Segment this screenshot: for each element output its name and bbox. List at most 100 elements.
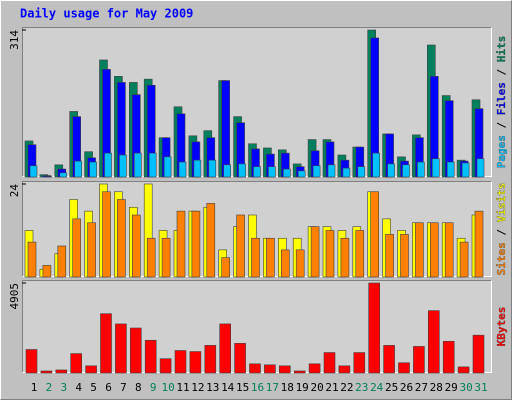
bar [415,222,424,278]
x-tick-label: 19 [296,381,309,394]
bar [234,343,246,374]
x-tick-label: 18 [281,381,294,394]
x-tick-label: 7 [120,381,127,394]
legend-entry: Visits [495,183,508,223]
x-tick-label: 25 [385,381,398,394]
bar [100,313,112,374]
bar [115,323,127,374]
bar [295,249,305,278]
bar [130,327,142,374]
bar [429,222,439,278]
bar [372,152,381,178]
bar [206,203,216,278]
bar [74,160,82,178]
bar [193,159,202,178]
plot-bevel [22,27,492,177]
bar [266,237,275,278]
bar [132,214,141,278]
bar [59,172,68,178]
bar [102,191,111,278]
bar [221,80,230,178]
y-tick-label: 4905 [8,283,21,310]
bar [353,352,366,374]
bar [119,154,127,178]
bar [474,210,484,278]
legend-separator: / [495,115,508,135]
bar [427,310,440,374]
x-tick-label: 27 [415,381,428,394]
bar [398,362,410,374]
bar [278,365,291,374]
x-tick-label: 26 [400,381,413,394]
bar [176,210,186,278]
bar [461,162,470,178]
bar [325,230,335,278]
bar [159,358,172,374]
bar [342,167,351,178]
bar [402,164,410,178]
x-tick-label: 23 [355,381,368,394]
bar [85,365,97,374]
bar [238,163,246,178]
bar [459,241,469,278]
bar [89,161,97,178]
bar [293,370,306,374]
bar [251,237,260,278]
x-tick-label: 16 [251,381,264,394]
bar [442,340,455,374]
bar [446,161,455,178]
bar [268,166,276,178]
bar [55,369,68,374]
bar [70,353,82,374]
y-tick-label: 314 [8,30,21,50]
bar [280,249,290,278]
bar [400,234,409,278]
bar [357,166,366,178]
bar [431,158,440,178]
bar [387,163,395,178]
x-tick-label: 10 [161,381,174,394]
bar [236,214,245,278]
bar [191,210,201,278]
x-tick-label: 31 [474,381,487,394]
bar [370,191,380,278]
bar [144,339,157,374]
x-tick-label: 6 [105,381,112,394]
x-tick-label: 30 [459,381,472,394]
x-tick-label: 29 [445,381,458,394]
legend-separator: / [495,62,508,82]
bar [117,199,126,278]
bar [27,241,37,278]
bar [308,363,321,374]
bar [148,152,157,178]
x-tick-label: 17 [266,381,279,394]
x-tick-label: 4 [75,381,82,394]
plot-bevel [22,280,492,373]
bar [208,159,217,178]
bar [40,370,53,374]
bar [72,218,81,278]
bar [134,152,142,178]
plot-bevel [22,181,492,277]
bar [340,237,350,278]
bar [472,334,485,374]
x-tick-label: 28 [430,381,443,394]
legend-separator: / [495,222,508,242]
bar [282,168,291,178]
bar [25,349,38,374]
legend: Pages / Files / Hits [495,36,508,169]
bar [189,351,202,374]
x-tick-label: 12 [191,381,204,394]
bar [249,363,261,374]
x-tick-label: 8 [135,381,142,394]
bar [413,346,425,374]
legend-entry: Pages [495,135,508,168]
x-tick-label: 22 [340,381,353,394]
bar [42,265,52,278]
bar [161,237,171,278]
legend-entry: Sites [495,242,508,275]
bar [87,222,96,278]
bar [444,222,454,278]
